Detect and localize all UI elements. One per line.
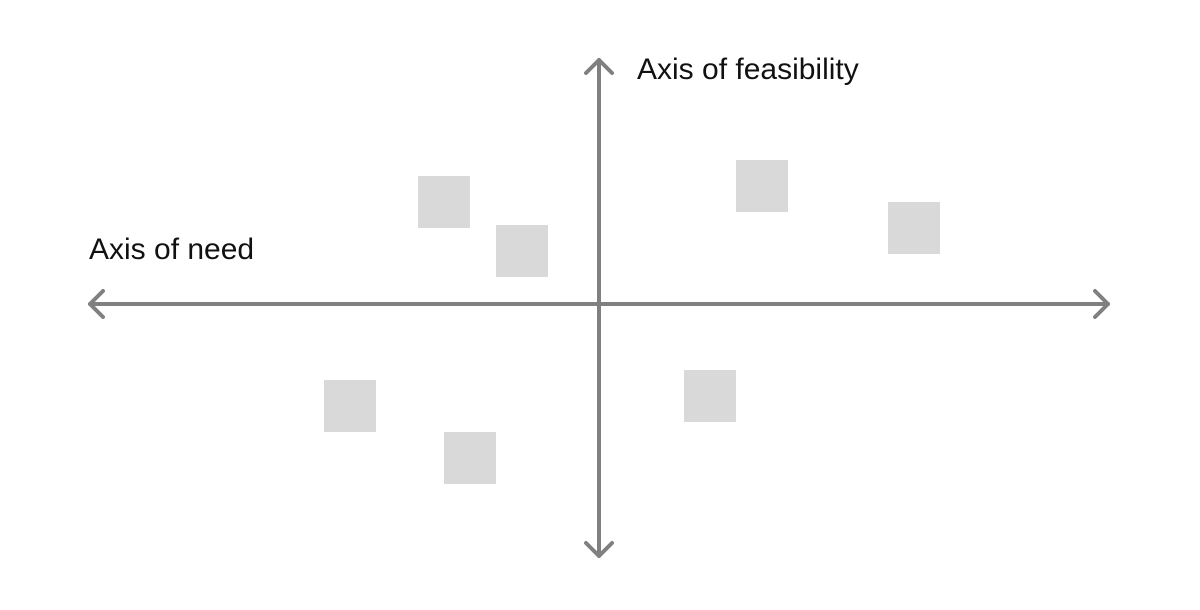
down-arrowhead-icon: [584, 541, 614, 558]
sticky-card-bottom-left[interactable]: [444, 432, 496, 484]
vertical-axis: [584, 58, 614, 558]
sticky-card-top-right[interactable]: [888, 202, 940, 254]
cards-layer: [324, 160, 940, 484]
axis-of-need-label: Axis of need: [89, 233, 255, 266]
sticky-card-top-right[interactable]: [736, 160, 788, 212]
right-arrowhead-icon: [1093, 289, 1110, 319]
sticky-card-top-left[interactable]: [496, 225, 548, 277]
sticky-card-bottom-right[interactable]: [684, 370, 736, 422]
sticky-card-bottom-left[interactable]: [324, 380, 376, 432]
up-arrowhead-icon: [584, 58, 614, 75]
axis-of-feasibility-label: Axis of feasibility: [637, 53, 859, 86]
sticky-card-top-left[interactable]: [418, 176, 470, 228]
left-arrowhead-icon: [88, 289, 105, 319]
